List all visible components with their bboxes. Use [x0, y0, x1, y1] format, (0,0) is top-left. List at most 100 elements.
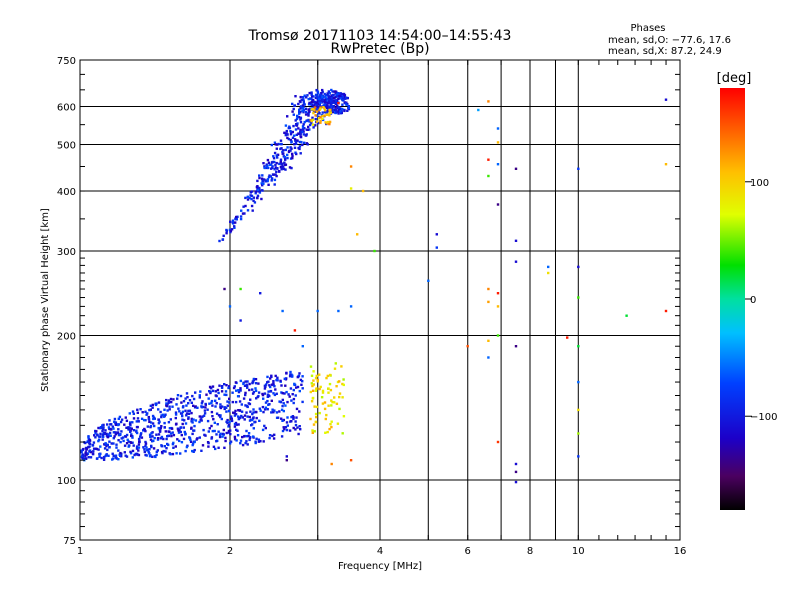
data-point: [325, 413, 328, 417]
data-point: [246, 380, 249, 383]
data-point: [185, 445, 189, 449]
data-point: [299, 95, 302, 99]
data-point: [299, 135, 303, 139]
data-point: [156, 438, 160, 441]
data-point: [174, 413, 178, 416]
data-point: [307, 114, 310, 117]
data-point: [223, 393, 226, 396]
data-point: [310, 97, 313, 100]
data-point: [487, 287, 490, 291]
data-point: [248, 419, 252, 422]
data-point: [315, 114, 319, 117]
data-point: [101, 438, 104, 441]
data-point: [228, 385, 231, 388]
data-point: [89, 456, 93, 459]
data-point: [276, 143, 279, 146]
data-point: [250, 197, 253, 201]
data-point: [147, 415, 150, 419]
data-point: [135, 431, 139, 435]
data-point: [231, 219, 235, 222]
data-point: [137, 449, 140, 452]
data-point: [207, 397, 210, 400]
data-point: [254, 190, 257, 193]
data-point: [310, 91, 313, 94]
data-point: [167, 434, 170, 438]
data-point: [317, 121, 320, 125]
data-point: [300, 98, 303, 102]
data-point: [95, 457, 99, 460]
data-point: [310, 122, 313, 125]
data-point: [203, 412, 207, 415]
data-point: [334, 102, 337, 106]
data-point: [282, 149, 285, 152]
data-point: [129, 424, 132, 427]
data-point: [299, 116, 303, 120]
data-point: [341, 103, 344, 106]
data-point: [239, 379, 242, 383]
data-point: [155, 453, 158, 457]
data-point: [233, 225, 236, 228]
data-point: [198, 436, 201, 439]
data-point: [317, 111, 320, 114]
data-point: [664, 309, 668, 313]
data-point: [170, 434, 173, 438]
data-point: [326, 101, 329, 105]
data-point: [312, 126, 315, 129]
data-point: [496, 292, 500, 295]
data-point: [222, 234, 225, 237]
data-point: [312, 104, 315, 107]
data-point: [110, 442, 113, 445]
data-point: [269, 389, 273, 393]
data-point: [223, 446, 226, 449]
data-point: [244, 391, 247, 395]
data-point: [210, 399, 214, 403]
y-tick-label: 500: [57, 141, 76, 152]
data-point: [319, 107, 322, 111]
data-point: [312, 95, 315, 98]
data-point: [310, 400, 314, 403]
data-point: [272, 411, 275, 414]
data-point: [346, 109, 349, 112]
data-point: [121, 436, 125, 439]
data-point: [290, 141, 293, 144]
data-point: [268, 174, 271, 177]
data-point: [341, 432, 344, 435]
data-point: [296, 122, 299, 125]
data-point: [313, 100, 316, 103]
data-point: [284, 404, 287, 407]
data-point: [184, 397, 187, 400]
data-point: [337, 97, 340, 101]
data-point: [281, 429, 285, 433]
data-point: [295, 407, 299, 411]
data-point: [265, 165, 269, 168]
data-point: [194, 419, 198, 422]
data-point: [164, 413, 167, 416]
data-point: [117, 417, 120, 420]
data-point: [272, 382, 275, 385]
data-point: [248, 402, 252, 406]
data-point: [251, 423, 254, 426]
data-point: [99, 445, 102, 448]
data-point: [280, 163, 283, 166]
data-point: [252, 408, 255, 411]
data-point: [315, 110, 319, 113]
data-point: [129, 421, 132, 424]
data-point: [293, 143, 296, 146]
data-point: [323, 109, 327, 112]
data-point: [148, 408, 151, 412]
data-point: [228, 397, 231, 400]
data-point: [301, 125, 305, 128]
data-point: [155, 402, 158, 405]
data-point: [155, 450, 158, 454]
data-point: [349, 165, 353, 168]
data-point: [184, 422, 188, 425]
data-point: [279, 158, 283, 161]
data-point: [252, 377, 256, 381]
data-point: [297, 432, 300, 436]
data-point: [283, 392, 286, 395]
data-point: [286, 153, 289, 157]
data-point: [249, 398, 252, 401]
data-point: [291, 130, 294, 134]
data-point: [223, 407, 226, 411]
data-point: [258, 407, 261, 410]
